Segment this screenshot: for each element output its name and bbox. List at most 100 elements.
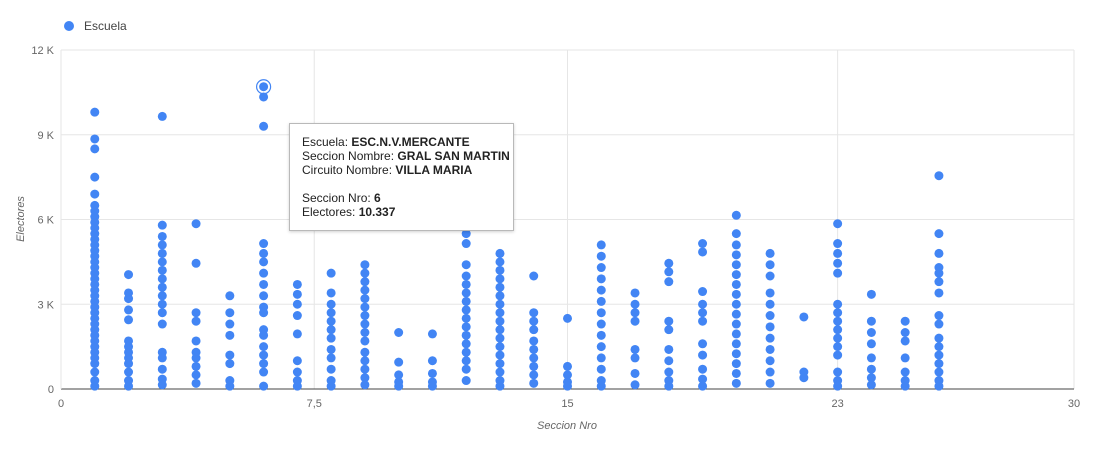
data-point <box>731 359 741 369</box>
data-point <box>292 356 302 366</box>
data-point <box>596 342 606 352</box>
data-point <box>596 308 606 318</box>
data-point <box>259 350 269 360</box>
data-tooltip: Escuela: ESC.N.V.MERCANTE Seccion Nombre… <box>289 123 514 231</box>
data-point <box>157 111 167 121</box>
data-point <box>191 361 201 371</box>
data-point <box>191 258 201 268</box>
data-point <box>731 279 741 289</box>
data-point <box>225 330 235 340</box>
data-point <box>664 267 674 277</box>
data-point <box>157 274 167 284</box>
data-point <box>360 277 370 287</box>
tooltip-value: 6 <box>374 191 381 205</box>
data-points <box>90 79 944 391</box>
data-point <box>495 291 505 301</box>
data-point <box>225 350 235 360</box>
data-point <box>157 248 167 258</box>
data-point <box>529 316 539 326</box>
data-point <box>833 239 843 249</box>
data-point <box>529 370 539 380</box>
data-point <box>934 367 944 377</box>
data-point <box>157 319 167 329</box>
gridlines <box>61 49 1075 389</box>
data-point <box>427 368 437 378</box>
data-point <box>124 359 134 369</box>
tooltip-key: Electores: <box>302 205 356 219</box>
data-point <box>934 248 944 258</box>
data-point <box>495 325 505 335</box>
data-point <box>833 248 843 258</box>
data-point <box>698 364 708 374</box>
data-point <box>461 239 471 249</box>
data-point <box>124 294 134 304</box>
data-point <box>765 344 775 354</box>
data-point <box>630 288 640 298</box>
legend[interactable]: Escuela <box>64 19 127 33</box>
legend-label: Escuela <box>84 19 127 33</box>
data-point <box>461 376 471 386</box>
data-point <box>461 322 471 332</box>
data-point <box>461 364 471 374</box>
data-point <box>394 381 404 391</box>
data-point <box>731 240 741 250</box>
data-point <box>731 378 741 388</box>
data-point <box>934 381 944 391</box>
tooltip-value: VILLA MARIA <box>395 163 473 177</box>
data-point <box>765 356 775 366</box>
data-point <box>461 260 471 270</box>
data-point <box>900 353 910 363</box>
tooltip-value: GRAL SAN MARTIN <box>397 149 510 163</box>
data-point <box>360 319 370 329</box>
tooltip-key: Seccion Nro: <box>302 191 371 205</box>
data-point <box>360 373 370 383</box>
data-point <box>934 319 944 329</box>
data-point <box>259 82 269 92</box>
data-point <box>833 258 843 268</box>
data-point <box>259 239 269 249</box>
data-point <box>360 336 370 346</box>
data-point <box>461 296 471 306</box>
data-point <box>698 316 708 326</box>
data-point <box>934 350 944 360</box>
data-point <box>292 289 302 299</box>
data-point <box>157 282 167 292</box>
data-point <box>157 308 167 318</box>
data-point <box>360 294 370 304</box>
data-point <box>731 349 741 359</box>
data-point <box>731 270 741 280</box>
data-point <box>495 359 505 369</box>
data-point <box>157 240 167 250</box>
data-point <box>664 277 674 287</box>
data-point <box>326 316 336 326</box>
data-point <box>394 370 404 380</box>
data-point <box>90 134 100 144</box>
data-point <box>833 325 843 335</box>
data-point <box>292 381 302 391</box>
data-point <box>495 316 505 326</box>
data-point <box>630 316 640 326</box>
data-point <box>698 287 708 297</box>
data-point <box>326 333 336 343</box>
data-point <box>461 356 471 366</box>
data-point <box>191 353 201 363</box>
tooltip-key: Circuito Nombre: <box>302 163 393 177</box>
data-point <box>124 305 134 315</box>
data-point <box>529 361 539 371</box>
data-point <box>90 189 100 199</box>
data-point <box>90 367 100 377</box>
data-point <box>833 333 843 343</box>
data-point <box>495 265 505 275</box>
data-point <box>259 381 269 391</box>
data-point <box>731 229 741 239</box>
data-point <box>563 381 572 391</box>
data-point <box>157 257 167 267</box>
data-point <box>259 308 269 318</box>
data-point <box>259 248 269 258</box>
data-point <box>157 380 167 390</box>
data-point <box>225 291 235 301</box>
data-point <box>292 279 302 289</box>
data-point <box>427 381 437 391</box>
data-point <box>596 364 606 374</box>
data-point <box>934 171 944 181</box>
